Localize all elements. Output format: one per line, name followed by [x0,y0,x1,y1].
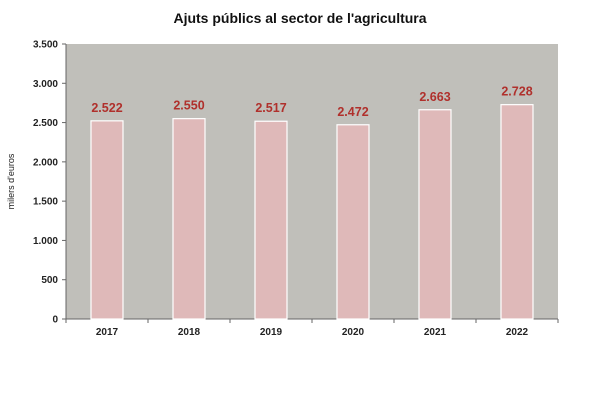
y-axis-label: milers d'euros [6,153,16,209]
data-label-2019: 2.517 [255,101,286,115]
x-tick-label-2020: 2020 [342,327,365,338]
x-tick-label-2021: 2021 [424,327,447,338]
y-tick-label: 3.000 [33,79,58,90]
y-tick-label: 2.000 [33,157,58,168]
x-tick-label-2018: 2018 [178,327,201,338]
y-tick-label: 500 [41,275,58,286]
bar-2020 [336,124,370,320]
data-label-2018: 2.550 [173,99,204,113]
bar-2018 [172,118,206,320]
bar-2022 [500,104,534,320]
chart-title: Ajuts públics al sector de l'agricultura [173,10,427,26]
y-tick-label: 1.000 [33,236,58,247]
data-label-2017: 2.522 [91,101,122,115]
x-tick-label-2017: 2017 [96,327,119,338]
bar-2021 [418,109,452,320]
bar-2019 [254,120,288,320]
data-label-2022: 2.728 [501,85,532,99]
data-label-2021: 2.663 [419,90,450,104]
data-label-2020: 2.472 [337,105,368,119]
y-tick-label: 0 [52,315,58,326]
bar-2017 [90,120,124,320]
y-tick-label: 2.500 [33,118,58,129]
x-tick-label-2022: 2022 [506,327,529,338]
x-tick-label-2019: 2019 [260,327,283,338]
y-tick-label: 3.500 [33,40,58,51]
plot-area [66,44,558,319]
y-tick-label: 1.500 [33,197,58,208]
